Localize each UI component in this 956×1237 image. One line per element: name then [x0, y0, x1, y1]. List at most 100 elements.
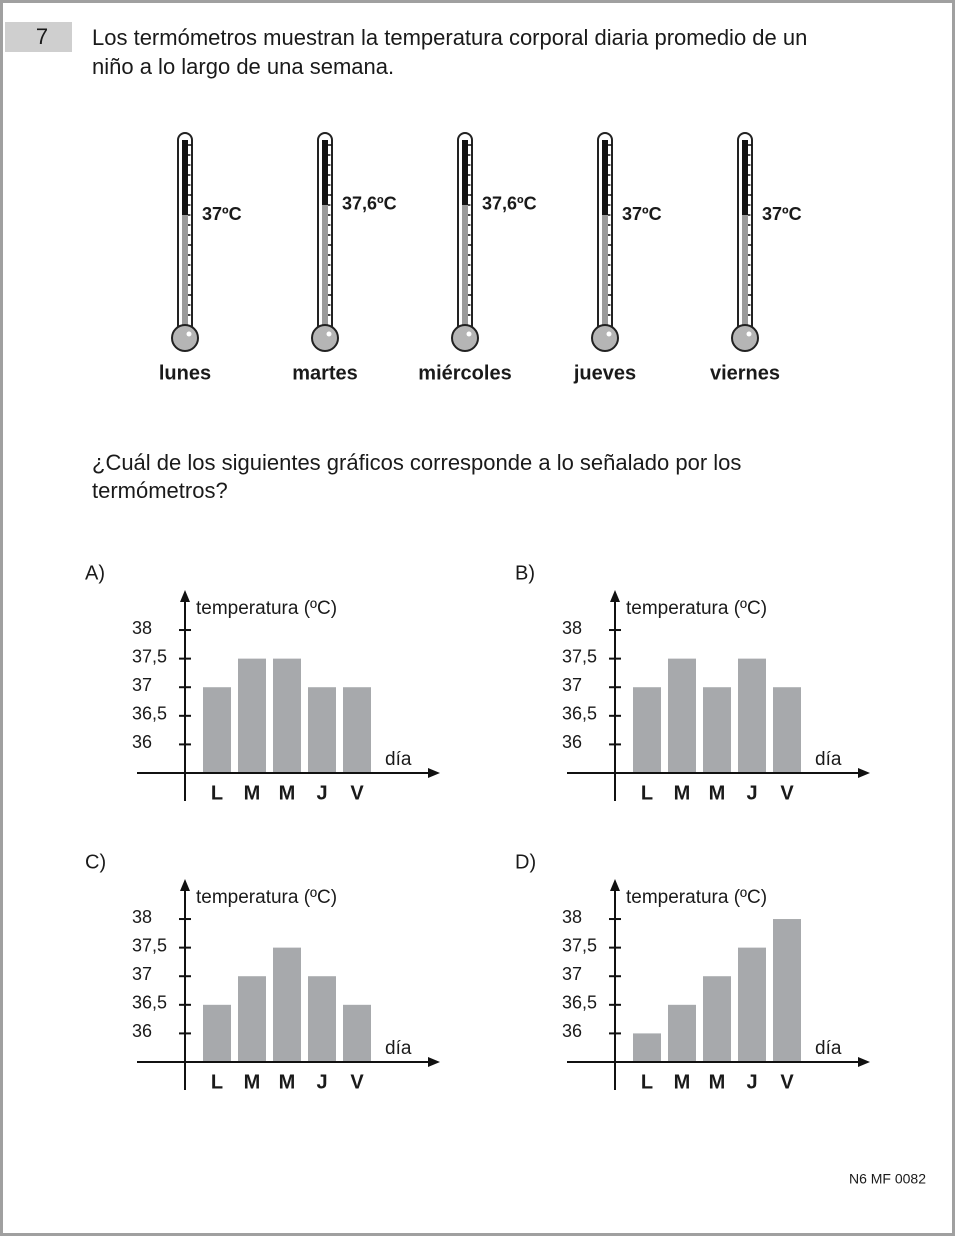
- x-axis-arrow: [428, 1057, 440, 1067]
- option-letter: B): [515, 562, 535, 584]
- y-tick-label: 38: [132, 618, 152, 638]
- y-tick-label: 37,5: [132, 935, 167, 955]
- bulb-shine: [747, 332, 752, 337]
- x-axis-label: día: [385, 1038, 412, 1059]
- bar: [308, 687, 336, 773]
- thermometer-fill: [462, 205, 468, 330]
- temperature-label: 37,6ºC: [482, 194, 537, 214]
- option-letter: A): [85, 562, 105, 584]
- x-axis-arrow: [858, 1057, 870, 1067]
- exam-page: 7 Los termómetros muestran la temperatur…: [0, 0, 956, 1237]
- x-tick-label: L: [211, 782, 223, 804]
- y-tick-label: 36,5: [562, 704, 597, 724]
- footer-code: N6 MF 0082: [849, 1171, 926, 1187]
- bar: [633, 687, 661, 773]
- x-tick-label: M: [279, 1071, 296, 1093]
- y-tick-label: 36,5: [132, 704, 167, 724]
- bar: [203, 1005, 231, 1062]
- thermometer-bulb: [592, 325, 618, 351]
- thermometer-fill: [602, 215, 608, 330]
- prompt-text: ¿Cuál de los siguientes gráficos corresp…: [92, 450, 741, 475]
- bulb-shine: [467, 332, 472, 337]
- bar: [203, 687, 231, 773]
- bar: [238, 659, 266, 773]
- x-tick-label: M: [709, 1071, 726, 1093]
- bulb-shine: [187, 332, 192, 337]
- question-number: 7: [36, 24, 48, 49]
- page: 7 Los termómetros muestran la temperatur…: [0, 0, 956, 1237]
- x-tick-label: V: [780, 782, 794, 804]
- x-tick-label: M: [244, 1071, 261, 1093]
- y-axis-arrow: [180, 590, 190, 602]
- y-axis-label: temperatura (ºC): [626, 598, 767, 619]
- option-letter: D): [515, 851, 536, 873]
- x-tick-label: V: [780, 1071, 794, 1093]
- y-axis-arrow: [610, 879, 620, 891]
- bar: [738, 948, 766, 1062]
- x-tick-label: M: [279, 782, 296, 804]
- x-tick-label: L: [641, 782, 653, 804]
- x-axis-arrow: [858, 768, 870, 778]
- y-tick-label: 36: [562, 732, 582, 752]
- bar: [703, 976, 731, 1062]
- y-axis-label: temperatura (ºC): [196, 887, 337, 908]
- x-axis-label: día: [385, 749, 412, 770]
- thermometer-bulb: [452, 325, 478, 351]
- temperature-label: 37ºC: [622, 204, 662, 224]
- x-axis-arrow: [428, 768, 440, 778]
- x-tick-label: M: [709, 782, 726, 804]
- bar: [273, 948, 301, 1062]
- y-tick-label: 36,5: [562, 993, 597, 1013]
- thermometer-bulb: [312, 325, 338, 351]
- day-label: lunes: [159, 362, 211, 384]
- y-tick-label: 38: [562, 618, 582, 638]
- bar: [273, 659, 301, 773]
- thermometer-fill: [322, 205, 328, 330]
- prompt-text: termómetros?: [92, 478, 228, 503]
- temperature-label: 37,6ºC: [342, 194, 397, 214]
- x-tick-label: M: [244, 782, 261, 804]
- x-tick-label: L: [641, 1071, 653, 1093]
- thermometer-fill: [742, 215, 748, 330]
- question-text: niño a lo largo de una semana.: [92, 54, 394, 79]
- bar: [668, 1005, 696, 1062]
- x-tick-label: L: [211, 1071, 223, 1093]
- y-tick-label: 36: [132, 732, 152, 752]
- thermometer-bulb: [172, 325, 198, 351]
- bar: [773, 919, 801, 1062]
- bulb-shine: [327, 332, 332, 337]
- y-tick-label: 36,5: [132, 993, 167, 1013]
- bar: [308, 976, 336, 1062]
- option-letter: C): [85, 851, 106, 873]
- y-tick-label: 37: [132, 964, 152, 984]
- y-axis-label: temperatura (ºC): [626, 887, 767, 908]
- thermometer-bulb: [732, 325, 758, 351]
- day-label: martes: [292, 362, 358, 384]
- bar: [668, 659, 696, 773]
- x-tick-label: V: [350, 782, 364, 804]
- x-tick-label: V: [350, 1071, 364, 1093]
- x-tick-label: J: [746, 1071, 757, 1093]
- x-tick-label: J: [316, 1071, 327, 1093]
- thermometer-fill: [182, 215, 188, 330]
- bar: [773, 687, 801, 773]
- y-axis-label: temperatura (ºC): [196, 598, 337, 619]
- x-tick-label: M: [674, 782, 691, 804]
- y-tick-label: 38: [562, 907, 582, 927]
- x-tick-label: J: [316, 782, 327, 804]
- y-tick-label: 37,5: [562, 646, 597, 666]
- y-tick-label: 36: [132, 1021, 152, 1041]
- y-tick-label: 37: [562, 675, 582, 695]
- bar: [633, 1033, 661, 1062]
- y-axis-arrow: [180, 879, 190, 891]
- day-label: miércoles: [418, 362, 511, 384]
- temperature-label: 37ºC: [762, 204, 802, 224]
- y-tick-label: 37,5: [562, 935, 597, 955]
- y-tick-label: 37,5: [132, 646, 167, 666]
- bulb-shine: [607, 332, 612, 337]
- y-tick-label: 38: [132, 907, 152, 927]
- day-label: viernes: [710, 362, 780, 384]
- bar: [343, 1005, 371, 1062]
- bar: [238, 976, 266, 1062]
- y-tick-label: 37: [562, 964, 582, 984]
